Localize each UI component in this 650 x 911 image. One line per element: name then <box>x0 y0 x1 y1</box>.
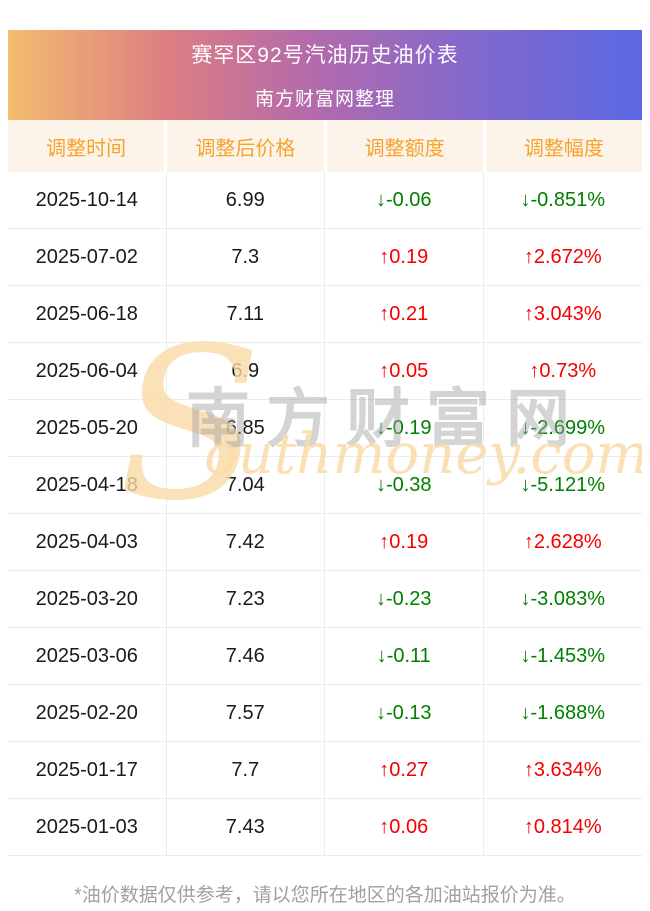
cell-date: 2025-03-20 <box>8 571 167 627</box>
cell-date: 2025-03-06 <box>8 628 167 684</box>
cell-pct: ↑0.814% <box>523 815 602 838</box>
cell-pct: ↑3.634% <box>523 758 602 781</box>
cell-change: ↓-0.13 <box>325 685 484 741</box>
cell-pct: ↓-1.688% <box>520 701 606 724</box>
cell-change: ↑0.27 <box>325 742 484 798</box>
cell-pct: ↑2.672% <box>523 245 602 268</box>
cell-price: 6.9 <box>167 343 325 399</box>
cell-date: 2025-04-18 <box>8 457 167 513</box>
cell-price: 7.43 <box>167 799 325 855</box>
cell-date: 2025-06-04 <box>8 343 167 399</box>
cell-pct: ↓-3.083% <box>520 587 606 610</box>
page-title: 赛罕区92号汽油历史油价表 <box>191 44 459 67</box>
column-header-pct: 调整幅度 <box>485 120 642 172</box>
cell-change: ↓-0.23 <box>325 571 484 627</box>
table-row: 2025-01-03 7.43 ↑0.06 ↑0.814% <box>8 799 642 856</box>
cell-price: 7.46 <box>167 628 325 684</box>
cell-price: 7.23 <box>167 571 325 627</box>
cell-change: ↓-0.19 <box>325 400 484 456</box>
cell-date: 2025-06-18 <box>8 286 167 342</box>
cell-date: 2025-02-20 <box>8 685 167 741</box>
cell-change: ↑0.05 <box>325 343 484 399</box>
cell-date: 2025-10-14 <box>8 172 167 228</box>
cell-change: ↓-0.11 <box>325 628 484 684</box>
cell-pct: ↑0.73% <box>529 359 597 382</box>
cell-change: ↑0.21 <box>325 286 484 342</box>
cell-change: ↓-0.38 <box>325 457 484 513</box>
cell-change: ↑0.19 <box>325 514 484 570</box>
table-row: 2025-04-03 7.42 ↑0.19 ↑2.628% <box>8 514 642 571</box>
cell-change: ↑0.06 <box>325 799 484 855</box>
cell-price: 7.42 <box>167 514 325 570</box>
table-row: 2025-07-02 7.3 ↑0.19 ↑2.672% <box>8 229 642 286</box>
table-row: 2025-02-20 7.57 ↓-0.13 ↓-1.688% <box>8 685 642 742</box>
title-banner: 赛罕区92号汽油历史油价表 南方财富网整理 <box>8 30 642 120</box>
cell-pct: ↓-0.851% <box>520 188 606 211</box>
table-header-row: 调整时间 调整后价格 调整额度 调整幅度 <box>8 120 642 172</box>
table-row: 2025-10-14 6.99 ↓-0.06 ↓-0.851% <box>8 172 642 229</box>
cell-price: 7.11 <box>167 286 325 342</box>
table-row: 2025-06-18 7.11 ↑0.21 ↑3.043% <box>8 286 642 343</box>
cell-date: 2025-01-03 <box>8 799 167 855</box>
column-header-date: 调整时间 <box>8 120 165 172</box>
page-subtitle: 南方财富网整理 <box>254 89 395 110</box>
cell-pct: ↑3.043% <box>523 302 602 325</box>
cell-pct: ↓-5.121% <box>520 473 606 496</box>
cell-change: ↓-0.06 <box>325 172 484 228</box>
cell-pct: ↓-2.699% <box>520 416 606 439</box>
table-row: 2025-04-18 7.04 ↓-0.38 ↓-5.121% <box>8 457 642 514</box>
cell-date: 2025-04-03 <box>8 514 167 570</box>
cell-pct: ↑2.628% <box>523 530 602 553</box>
cell-price: 6.99 <box>167 172 325 228</box>
cell-price: 7.7 <box>167 742 325 798</box>
cell-pct: ↓-1.453% <box>520 644 606 667</box>
column-header-price: 调整后价格 <box>167 120 324 172</box>
table-row: 2025-01-17 7.7 ↑0.27 ↑3.634% <box>8 742 642 799</box>
footnote: *油价数据仅供参考，请以您所在地区的各加油站报价为准。 <box>74 885 576 906</box>
table-body: 2025-10-14 6.99 ↓-0.06 ↓-0.851% 2025-07-02 7.… <box>8 172 642 856</box>
cell-date: 2025-07-02 <box>8 229 167 285</box>
table-row: 2025-05-20 6.85 ↓-0.19 ↓-2.699% <box>8 400 642 457</box>
column-header-change: 调整额度 <box>326 120 483 172</box>
cell-change: ↑0.19 <box>325 229 484 285</box>
cell-price: 6.85 <box>167 400 325 456</box>
table-row: 2025-06-04 6.9 ↑0.05 ↑0.73% <box>8 343 642 400</box>
table-row: 2025-03-20 7.23 ↓-0.23 ↓-3.083% <box>8 571 642 628</box>
cell-price: 7.57 <box>167 685 325 741</box>
cell-date: 2025-01-17 <box>8 742 167 798</box>
cell-price: 7.3 <box>167 229 325 285</box>
price-table: S 南方财富网 outhmoney.com 调整时间 调整后价格 调整额度 调整… <box>8 120 642 856</box>
cell-price: 7.04 <box>167 457 325 513</box>
cell-date: 2025-05-20 <box>8 400 167 456</box>
table-row: 2025-03-06 7.46 ↓-0.11 ↓-1.453% <box>8 628 642 685</box>
